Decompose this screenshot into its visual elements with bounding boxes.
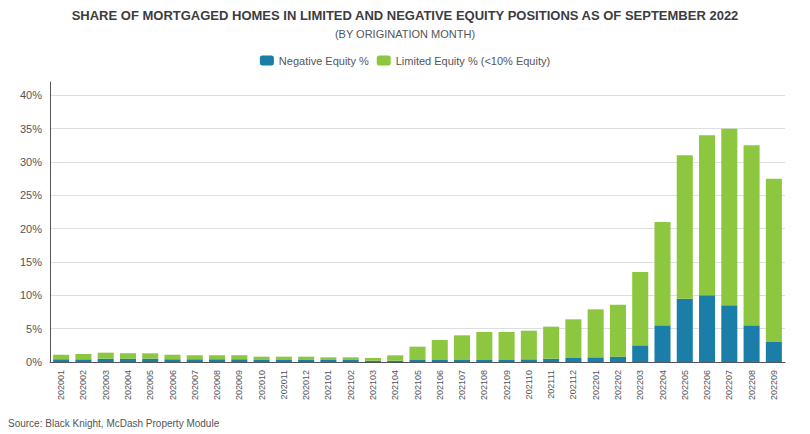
svg-text:202101: 202101 [323,370,333,400]
svg-text:202206: 202206 [702,370,712,400]
svg-text:5%: 5% [26,323,42,335]
svg-text:202006: 202006 [168,370,178,400]
svg-text:10%: 10% [20,289,42,301]
svg-text:202202: 202202 [613,370,623,400]
svg-text:202201: 202201 [591,370,601,400]
svg-text:202011: 202011 [279,370,289,399]
svg-text:202004: 202004 [123,370,133,400]
svg-text:202008: 202008 [212,370,222,400]
svg-text:202106: 202106 [435,370,445,400]
svg-text:Negative Equity %: Negative Equity % [279,55,369,67]
svg-text:202204: 202204 [658,370,668,400]
svg-text:202012: 202012 [301,370,311,400]
svg-text:202107: 202107 [457,370,467,400]
svg-text:202002: 202002 [78,370,88,400]
svg-text:202203: 202203 [635,370,645,400]
svg-text:202003: 202003 [101,370,111,400]
svg-text:Limited Equity % (<10% Equity): Limited Equity % (<10% Equity) [396,55,550,67]
svg-text:20%: 20% [20,223,42,235]
svg-text:15%: 15% [20,256,42,268]
svg-text:202103: 202103 [368,370,378,400]
svg-text:202207: 202207 [724,370,734,400]
svg-text:202001: 202001 [56,370,66,400]
svg-text:202104: 202104 [390,370,400,400]
svg-text:SHARE OF MORTGAGED HOMES IN LI: SHARE OF MORTGAGED HOMES IN LIMITED AND … [72,8,739,23]
svg-text:(BY ORIGINATION MONTH): (BY ORIGINATION MONTH) [335,28,475,40]
svg-text:202009: 202009 [234,370,244,400]
svg-text:202112: 202112 [568,370,578,399]
svg-text:0%: 0% [26,356,42,368]
svg-text:30%: 30% [20,156,42,168]
svg-text:202110: 202110 [524,370,534,399]
svg-text:202005: 202005 [145,370,155,400]
svg-text:40%: 40% [20,89,42,101]
svg-text:202111: 202111 [546,370,556,399]
svg-text:35%: 35% [20,123,42,135]
svg-text:202102: 202102 [346,370,356,400]
svg-text:202209: 202209 [769,370,779,400]
svg-text:202205: 202205 [680,370,690,400]
svg-text:202208: 202208 [747,370,757,400]
svg-text:25%: 25% [20,189,42,201]
svg-text:202105: 202105 [413,370,423,400]
svg-text:202109: 202109 [502,370,512,400]
svg-text:202010: 202010 [257,370,267,400]
svg-text:202108: 202108 [479,370,489,400]
svg-text:Source: Black Knight, McDash P: Source: Black Knight, McDash Property Mo… [8,418,220,429]
svg-text:202007: 202007 [190,370,200,400]
